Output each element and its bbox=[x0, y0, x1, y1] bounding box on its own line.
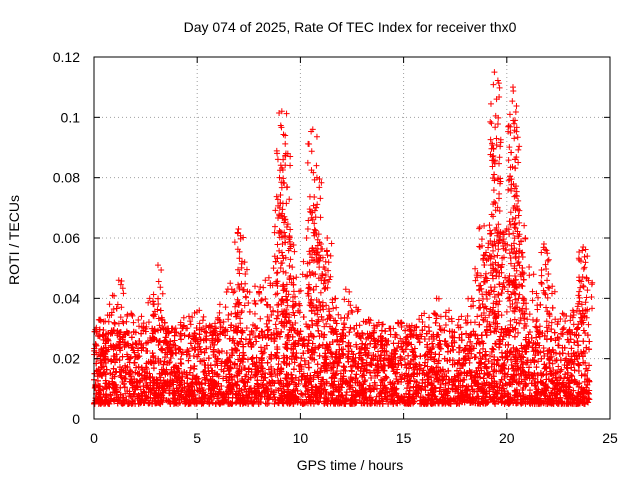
data-point bbox=[535, 358, 542, 365]
data-point bbox=[273, 325, 280, 332]
chart-title: Day 074 of 2025, Rate Of TEC Index for r… bbox=[184, 19, 517, 35]
data-point bbox=[516, 320, 523, 327]
data-point bbox=[397, 335, 404, 342]
data-point bbox=[373, 393, 380, 400]
data-points bbox=[91, 69, 596, 407]
data-point bbox=[549, 360, 556, 367]
data-point bbox=[207, 343, 214, 350]
grid-lines bbox=[94, 57, 610, 419]
data-point bbox=[550, 367, 557, 374]
data-point bbox=[555, 363, 562, 370]
data-point bbox=[401, 356, 408, 363]
data-point bbox=[375, 348, 382, 355]
data-point bbox=[543, 318, 550, 325]
